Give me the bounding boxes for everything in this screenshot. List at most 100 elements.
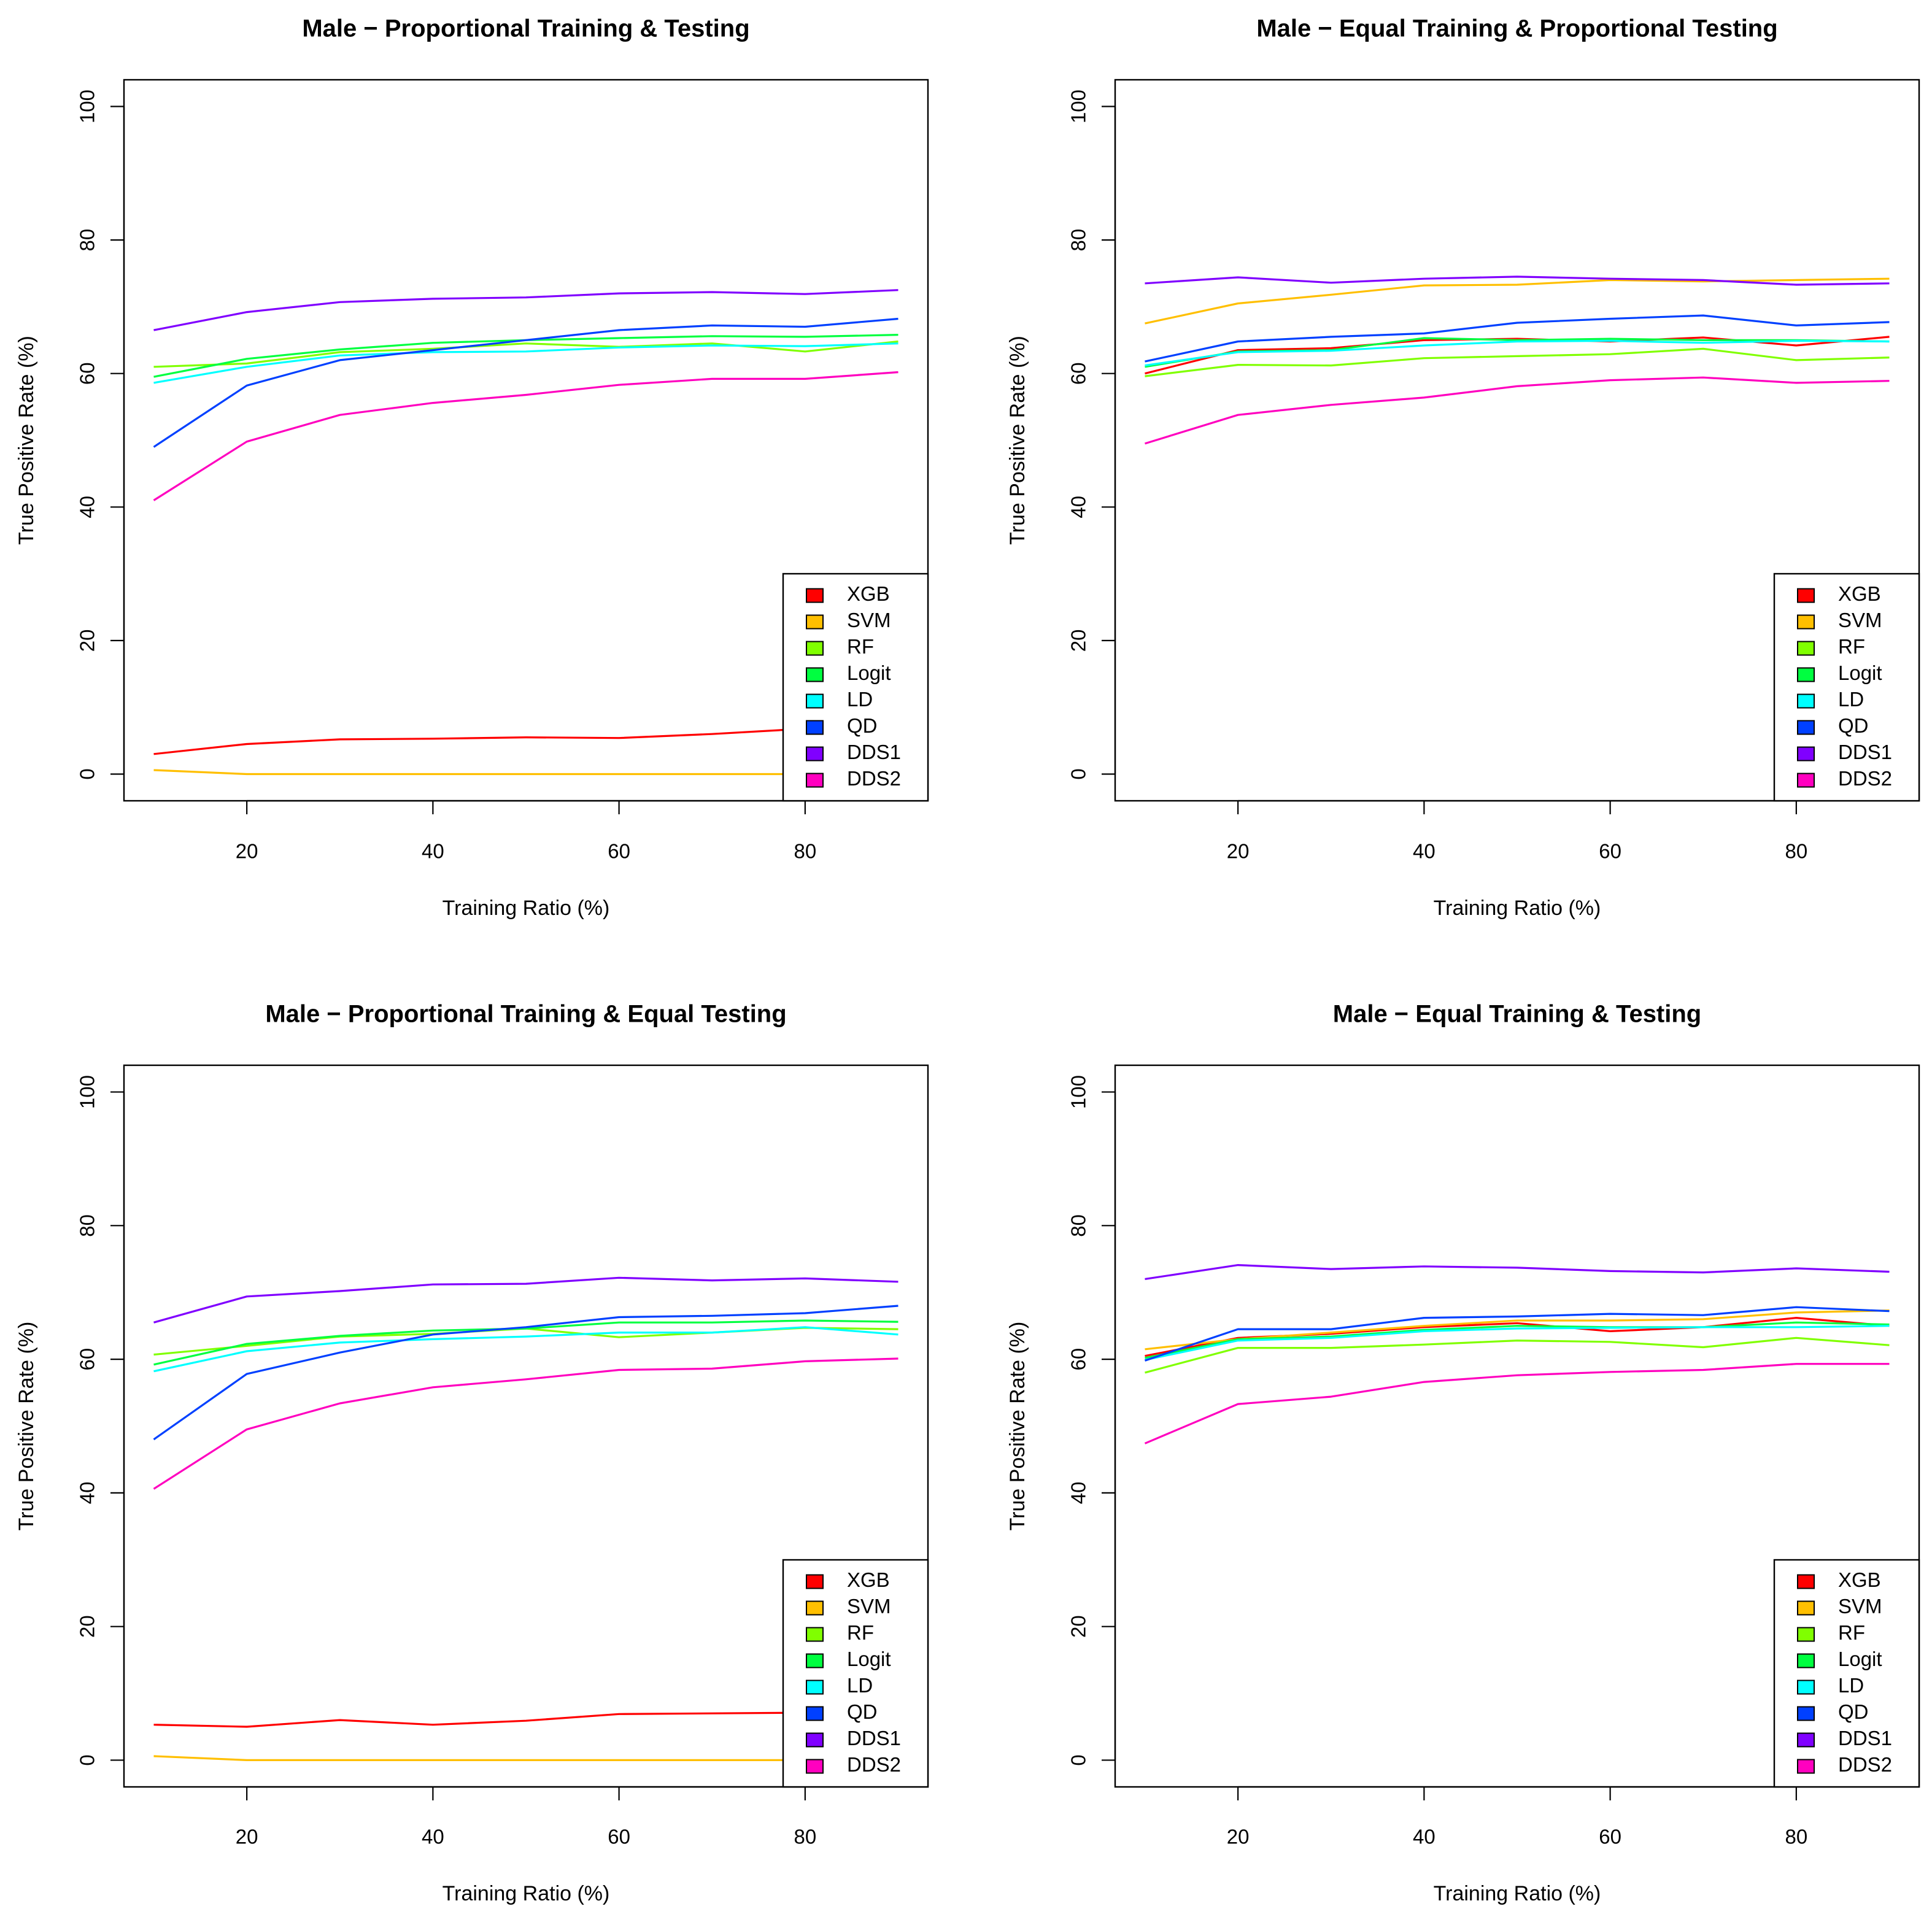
series-line-dds1 bbox=[1145, 1264, 1890, 1280]
x-axis: 20 40 60 80 Training Ratio (%) bbox=[1227, 1786, 1807, 1905]
legend-item-dds1: DDS1 bbox=[1797, 741, 1892, 763]
series-line-xgb bbox=[153, 726, 898, 755]
legend-swatch bbox=[1797, 1627, 1815, 1642]
y-axis: 0 20 40 60 80 100 True Positive Rate (%) bbox=[15, 1075, 125, 1766]
legend-swatch bbox=[1797, 1653, 1815, 1668]
series-line-rf bbox=[1145, 1336, 1890, 1374]
series-line-dds2 bbox=[153, 371, 898, 501]
legend-box bbox=[782, 573, 929, 802]
y-tick-label: 80 bbox=[1067, 1214, 1090, 1237]
legend-label: QD bbox=[847, 714, 878, 737]
legend-swatch bbox=[806, 1732, 824, 1748]
series-line-dds2 bbox=[153, 1357, 898, 1490]
series-line-qd bbox=[1145, 314, 1890, 363]
legend-item-dds1: DDS1 bbox=[1797, 1727, 1892, 1749]
legend-item-qd: QD bbox=[1797, 1700, 1869, 1723]
x-tick-label: 40 bbox=[1413, 840, 1435, 863]
series-line-ld bbox=[1145, 339, 1890, 367]
y-tick-label: 20 bbox=[76, 630, 99, 652]
y-tick-label: 100 bbox=[76, 90, 99, 123]
legend-label: DDS1 bbox=[1838, 741, 1892, 763]
legend-label: RF bbox=[847, 1621, 874, 1644]
y-axis-label: True Positive Rate (%) bbox=[15, 1322, 38, 1531]
x-tick-label: 60 bbox=[608, 840, 630, 863]
y-tick-label: 80 bbox=[1067, 229, 1090, 252]
x-axis-label: Training Ratio (%) bbox=[1434, 897, 1601, 920]
y-axis: 0 20 40 60 80 100 True Positive Rate (%) bbox=[1006, 90, 1116, 780]
legend-item-ld: LD bbox=[806, 688, 873, 711]
legend-item-qd: QD bbox=[806, 714, 878, 737]
x-axis: 20 40 60 80 Training Ratio (%) bbox=[236, 800, 816, 920]
legend-label: SVM bbox=[1838, 1595, 1882, 1618]
legend-swatch bbox=[1797, 641, 1815, 656]
series-line-dds2 bbox=[1144, 1363, 1890, 1444]
y-tick-label: 60 bbox=[76, 1348, 99, 1371]
legend-swatch bbox=[806, 667, 824, 682]
y-axis-label: True Positive Rate (%) bbox=[1006, 1322, 1029, 1531]
y-tick-label: 80 bbox=[76, 229, 99, 252]
legend-item-logit: Logit bbox=[806, 661, 891, 684]
y-tick-label: 0 bbox=[76, 1754, 99, 1765]
series-line-rf bbox=[153, 1327, 898, 1356]
y-tick-label: 80 bbox=[76, 1214, 99, 1237]
x-tick-label: 60 bbox=[608, 1826, 630, 1848]
x-tick-label: 40 bbox=[422, 840, 444, 863]
chart-title: Male − Equal Training & Proportional Tes… bbox=[1256, 15, 1777, 42]
legend-swatch bbox=[1797, 773, 1815, 788]
series-line-ld bbox=[1145, 1325, 1890, 1361]
legend-label: SVM bbox=[847, 609, 891, 631]
legend-item-xgb: XGB bbox=[1797, 582, 1881, 605]
y-tick-label: 60 bbox=[1067, 362, 1090, 385]
legend-label: DDS2 bbox=[1838, 767, 1892, 790]
legend-label: DDS1 bbox=[847, 741, 901, 763]
legend-label: Logit bbox=[847, 661, 891, 684]
legend-item-rf: RF bbox=[806, 1621, 874, 1644]
series-line-svm bbox=[153, 769, 898, 776]
legend-item-xgb: XGB bbox=[1797, 1568, 1881, 1591]
legend-label: RF bbox=[1838, 1621, 1865, 1644]
series-line-svm bbox=[1145, 1309, 1890, 1351]
legend-label: LD bbox=[847, 1674, 873, 1697]
legend-label: QD bbox=[847, 1700, 878, 1723]
legend-label: Logit bbox=[1838, 1648, 1882, 1670]
x-tick-label: 40 bbox=[422, 1826, 444, 1848]
x-axis: 20 40 60 80 Training Ratio (%) bbox=[1227, 800, 1808, 920]
legend-item-svm: SVM bbox=[1797, 609, 1882, 631]
legend-item-dds2: DDS2 bbox=[1797, 1753, 1892, 1776]
chart-panel-3: Male − Proportional Training & Equal Tes… bbox=[15, 1001, 929, 1905]
legend-label: DDS2 bbox=[847, 1753, 901, 1776]
legend-swatch bbox=[806, 746, 824, 762]
series-line-dds1 bbox=[153, 289, 898, 331]
y-axis: 0 20 40 60 80 100 True Positive Rate (%) bbox=[15, 90, 125, 780]
y-tick-label: 60 bbox=[76, 362, 99, 385]
legend-item-xgb: XGB bbox=[806, 582, 890, 605]
series-line-rf bbox=[1145, 347, 1890, 377]
x-tick-label: 20 bbox=[1227, 1826, 1250, 1848]
x-tick-label: 80 bbox=[1785, 840, 1808, 863]
legend-swatch bbox=[806, 1680, 824, 1695]
chart-title: Male − Proportional Training & Equal Tes… bbox=[265, 1001, 786, 1028]
legend-label: QD bbox=[1838, 714, 1869, 737]
x-tick-label: 20 bbox=[236, 840, 258, 863]
y-axis: 0 20 40 60 80 100 True Positive Rate (%) bbox=[1006, 1075, 1116, 1766]
x-axis-label: Training Ratio (%) bbox=[442, 1882, 610, 1905]
series-line-xgb bbox=[1145, 336, 1890, 375]
y-tick-label: 0 bbox=[1067, 1754, 1090, 1765]
legend: XGB SVM RF Logit LD QD DDS1 DDS2 bbox=[782, 573, 929, 802]
series-line-svm bbox=[153, 1755, 898, 1761]
legend-label: Logit bbox=[847, 1648, 891, 1670]
legend-swatch bbox=[806, 641, 824, 656]
legend-swatch bbox=[1797, 1680, 1815, 1695]
legend-item-rf: RF bbox=[1797, 635, 1865, 658]
legend-label: SVM bbox=[1838, 609, 1882, 631]
legend: XGB SVM RF Logit LD QD DDS1 DDS2 bbox=[782, 1559, 929, 1788]
legend-item-dds2: DDS2 bbox=[806, 1753, 901, 1776]
legend-swatch bbox=[806, 720, 824, 735]
legend-swatch bbox=[1797, 1574, 1815, 1589]
series-line-ld bbox=[153, 1326, 898, 1373]
y-tick-label: 40 bbox=[76, 1482, 99, 1505]
y-tick-label: 40 bbox=[76, 496, 99, 519]
chart-title: Male − Equal Training & Testing bbox=[1333, 1001, 1701, 1028]
legend-swatch bbox=[806, 1600, 824, 1616]
legend-label: DDS1 bbox=[1838, 1727, 1892, 1749]
